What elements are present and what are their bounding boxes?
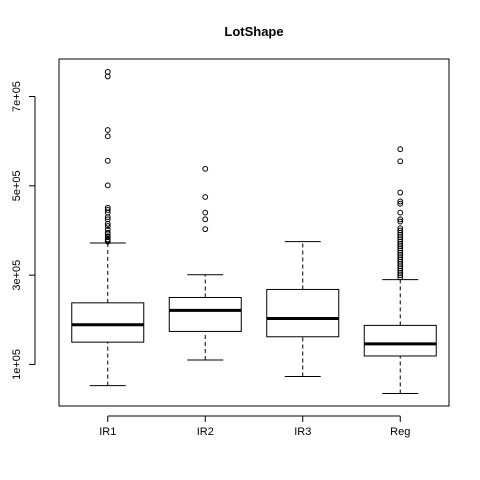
y-tick-label: 7e+05 xyxy=(11,81,23,112)
plot-frame xyxy=(58,58,450,407)
outlier-point xyxy=(397,216,404,223)
outlier-point xyxy=(397,218,404,225)
y-tick-label: 1e+05 xyxy=(11,349,23,380)
outlier-point xyxy=(397,146,404,153)
chart-title: LotShape xyxy=(224,24,283,39)
outlier-point xyxy=(397,189,404,196)
box-group-reg xyxy=(363,146,437,395)
outlier-point xyxy=(397,272,404,279)
x-tick-label: IR3 xyxy=(294,426,311,438)
y-axis: 1e+05 3e+05 5e+05 7e+05 xyxy=(11,81,36,380)
outlier-point xyxy=(104,223,111,229)
outlier-point xyxy=(104,182,111,189)
outlier-point xyxy=(397,158,404,165)
outlier-point xyxy=(104,214,111,220)
box-group-ir1 xyxy=(71,69,145,387)
box-group-ir2 xyxy=(168,165,242,361)
x-tick-label: Reg xyxy=(390,426,410,438)
outlier-point xyxy=(104,133,111,140)
outlier-point xyxy=(104,231,111,237)
x-tick-label: IR1 xyxy=(99,426,116,438)
outlier-point xyxy=(202,209,209,216)
boxes-layer xyxy=(71,69,437,395)
outlier-point xyxy=(104,157,111,164)
outlier-point xyxy=(202,194,209,200)
outlier-point xyxy=(202,165,209,172)
y-tick-label: 3e+05 xyxy=(11,260,23,291)
box-iqr xyxy=(363,324,437,357)
outlier-point xyxy=(104,220,111,227)
box-iqr xyxy=(168,296,242,332)
x-axis: IR1 IR2 IR3 Reg xyxy=(99,415,410,438)
outlier-point xyxy=(397,209,404,216)
outlier-point xyxy=(104,207,111,213)
x-tick-label: IR2 xyxy=(197,426,214,438)
outlier-point xyxy=(202,216,209,223)
outlier-point xyxy=(104,73,111,80)
box-iqr xyxy=(71,302,145,343)
box-group-ir3 xyxy=(266,241,340,378)
outlier-point xyxy=(202,226,209,233)
outlier-point xyxy=(104,127,111,133)
y-tick-label: 5e+05 xyxy=(11,170,23,201)
outlier-point xyxy=(397,200,404,207)
outlier-point xyxy=(397,274,404,281)
outlier-point xyxy=(104,238,111,245)
outlier-point xyxy=(397,198,404,205)
box-iqr xyxy=(266,288,340,338)
